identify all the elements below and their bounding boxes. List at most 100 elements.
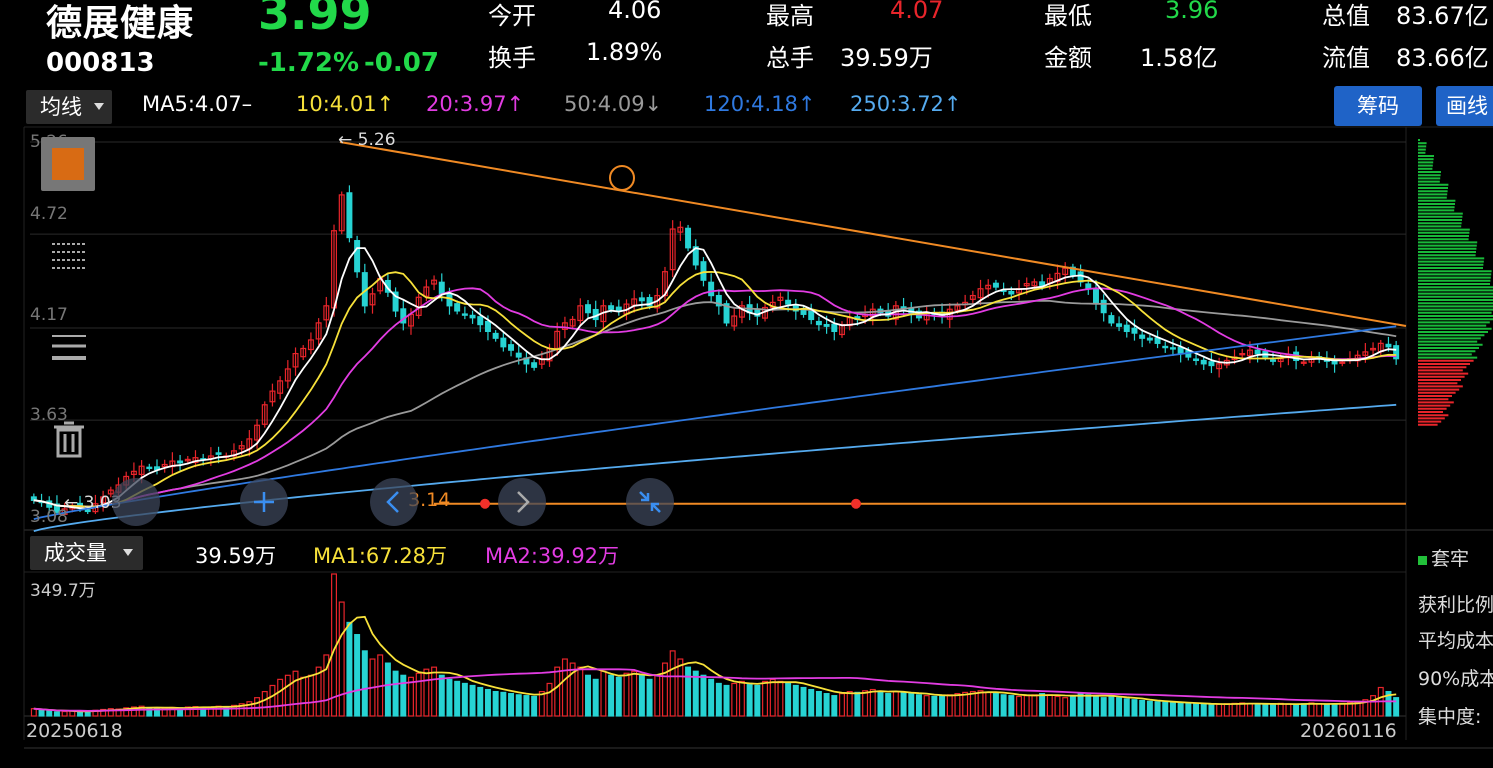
high-marker-value: 5.26: [357, 130, 396, 150]
volume-bar-up: [338, 601, 345, 717]
volume-bar-down: [708, 678, 715, 717]
zoom-in-button[interactable]: [240, 478, 288, 526]
candle-up: [1339, 361, 1346, 364]
stock-name: 德展健康: [46, 3, 195, 44]
volume-bar-down: [1154, 701, 1161, 717]
level-handle: [480, 498, 490, 509]
volume-bar-up: [238, 703, 245, 717]
volume-bar-up: [1216, 703, 1223, 717]
candle-up: [277, 380, 284, 394]
candle-up: [1239, 352, 1246, 356]
candle-down: [638, 297, 645, 302]
ma120-line: [33, 325, 1397, 520]
volume-bar-up: [869, 688, 876, 717]
volume-bar-up: [1223, 703, 1230, 717]
candle-down: [831, 323, 838, 333]
ma120-readout: 120:4.18↑: [704, 92, 816, 116]
volume-bar-down: [500, 691, 507, 717]
volume-bar-up: [307, 674, 314, 717]
candle-up: [238, 445, 245, 450]
volume-bar-up: [1231, 702, 1238, 717]
volume-bar-down: [1131, 699, 1138, 717]
mktcap-label: 总值: [1322, 2, 1370, 30]
candle-down: [1331, 360, 1338, 365]
candle-up: [1054, 272, 1061, 283]
candle-down: [515, 352, 522, 358]
volume-bar-up: [1277, 702, 1284, 717]
candle-down: [438, 281, 445, 295]
volume-bar-down: [1331, 703, 1338, 717]
candle-up: [1031, 281, 1038, 287]
volume-bar-up: [661, 662, 668, 717]
volume-indicator-dropdown[interactable]: 成交量: [30, 536, 143, 570]
green-square-icon: [1418, 556, 1427, 565]
volume-bar-down: [461, 682, 468, 717]
volume-bar-down: [1254, 703, 1261, 717]
volume-bar-down: [685, 666, 692, 717]
candle-up: [323, 305, 330, 321]
candle-up: [138, 465, 145, 476]
scroll-left-button[interactable]: [370, 478, 418, 526]
candle-up: [1246, 349, 1253, 357]
volume-bar-up: [323, 654, 330, 717]
volume-bar-up: [1031, 694, 1038, 717]
scroll-right-button[interactable]: [498, 478, 546, 526]
volume-bar-down: [1193, 703, 1200, 717]
high-price-marker: ← 5.26: [338, 130, 396, 150]
volume-indicator-label: 成交量: [44, 541, 107, 565]
volume-bar-down: [1008, 695, 1015, 717]
line-style-icon[interactable]: [48, 238, 92, 274]
candle-down: [823, 323, 830, 327]
volume-bar-up: [1339, 702, 1346, 717]
indicator-dropdown[interactable]: 均线: [26, 90, 112, 124]
volume-bar-down: [900, 691, 907, 717]
color-picker-icon[interactable]: [41, 137, 95, 191]
volume-bar-up: [292, 670, 299, 717]
line-width-icon[interactable]: [48, 330, 92, 366]
candle-down: [461, 313, 468, 316]
indicator-label: 均线: [40, 95, 82, 119]
trash-icon[interactable]: [51, 420, 87, 460]
volume-bar-down: [939, 695, 946, 717]
volume-bar-down: [785, 682, 792, 717]
candle-up: [254, 424, 261, 441]
volume-bar-up: [415, 672, 422, 717]
candle-down: [646, 297, 653, 307]
candle-up: [1216, 363, 1223, 370]
candle-down: [354, 240, 361, 273]
ma50-line: [33, 299, 1397, 508]
volume-bar-up: [1239, 702, 1246, 717]
candle-down: [500, 337, 507, 348]
candle-down: [1208, 361, 1215, 367]
volume-bar-up: [923, 695, 930, 717]
volume-bar-up: [839, 693, 845, 717]
volume-bar-down: [1293, 704, 1300, 717]
amount-label: 金额: [1044, 44, 1092, 72]
volume-bar-down: [346, 621, 353, 717]
volume-bar-down: [815, 690, 822, 717]
candle-up: [1300, 361, 1307, 364]
volume-bar-down: [1162, 701, 1169, 717]
chips-button[interactable]: 筹码: [1334, 86, 1422, 126]
candle-up: [130, 470, 137, 476]
volume-bar-up: [1285, 703, 1292, 717]
nav-circle-left[interactable]: [112, 478, 160, 526]
candle-down: [484, 320, 491, 333]
zoom-out-button[interactable]: [626, 478, 674, 526]
candle-down: [1254, 349, 1261, 355]
volume-bar-up: [1023, 695, 1030, 717]
draw-line-button[interactable]: 画线: [1436, 86, 1493, 126]
candle-down: [692, 246, 699, 266]
change-amount: -0.07: [364, 48, 439, 78]
volume-bar-up: [769, 678, 776, 717]
volume-bar-up: [892, 690, 899, 717]
candle-down: [215, 452, 222, 455]
candle-down: [685, 227, 692, 249]
volume-bar-up: [654, 674, 661, 717]
volume-bar-down: [1000, 694, 1007, 717]
ma10-line: [33, 270, 1397, 508]
candle-up: [261, 404, 268, 425]
float-label: 流值: [1322, 44, 1370, 72]
candle-up: [669, 228, 676, 271]
